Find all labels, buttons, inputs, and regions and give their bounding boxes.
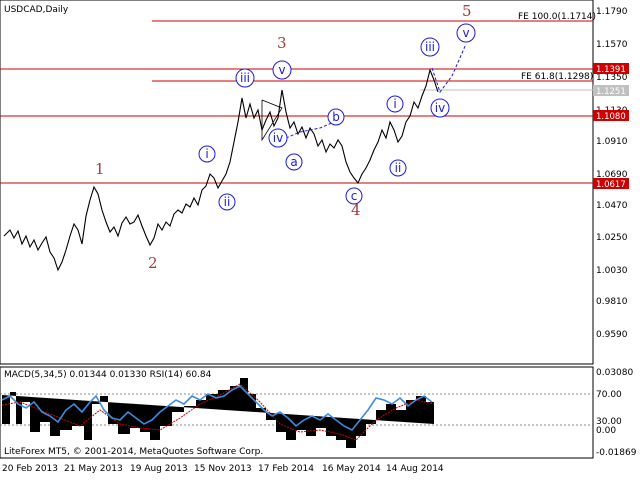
fe100-label: FE 100.0(1.1714)	[518, 12, 596, 22]
wave-minor-c-circle	[345, 187, 363, 205]
wave-minor-i-circle	[198, 145, 216, 163]
indicator-tick: 0.03080	[596, 368, 633, 378]
price-tick: 1.1570	[596, 40, 628, 50]
wave-major-1: 1	[95, 160, 105, 178]
wave-minor-b-circle	[327, 108, 345, 126]
badge-2-bg	[593, 85, 629, 96]
wave-minor-i2: i	[393, 97, 396, 111]
price-tick: 1.0470	[596, 201, 628, 211]
indicator-panel-frame	[0, 366, 594, 459]
price-tick: 1.1350	[596, 73, 628, 83]
wave-minor-labels: i ii iii iv v a b c i ii iii iv v	[198, 23, 476, 211]
time-tick: 16 May 2014	[322, 464, 381, 474]
badge-4-bg	[593, 178, 629, 189]
main-panel-frame	[0, 0, 594, 365]
projection-iv-v	[431, 43, 467, 94]
wave-minor-ii: ii	[224, 195, 231, 209]
footer-copyright: LiteForex MT5, © 2001-2014, MetaQuotes S…	[4, 447, 263, 457]
wave-major-4: 4	[351, 201, 361, 219]
wave-minor-iii2-circle	[420, 37, 440, 57]
wave-minor-iii-circle	[235, 68, 255, 88]
rsi-line	[1, 385, 433, 432]
price-tick: 1.0910	[596, 137, 628, 147]
time-tick: 21 May 2013	[64, 464, 123, 474]
time-tick: 14 Aug 2014	[386, 464, 444, 474]
wave-minor-iv-circle	[268, 128, 288, 148]
time-tick: 19 Aug 2013	[130, 464, 188, 474]
time-tick: 20 Feb 2013	[2, 464, 58, 474]
badge-3: 1.1080	[596, 112, 626, 122]
badge-4: 1.0617	[596, 180, 626, 190]
time-axis: 20 Feb 2013 21 May 2013 19 Aug 2013 15 N…	[2, 464, 444, 474]
wave-minor-v2: v	[462, 26, 469, 40]
wave-minor-iv2-circle	[430, 98, 450, 118]
wave-minor-iii2: iii	[425, 40, 435, 54]
wave-minor-i2-circle	[386, 95, 404, 113]
wave-minor-i: i	[205, 147, 208, 161]
macd-histogram	[2, 378, 434, 448]
price-series	[3, 68, 439, 272]
wave-minor-v: v	[278, 63, 285, 77]
wave-minor-c: c	[351, 189, 358, 203]
wave-minor-ii-circle	[218, 193, 236, 211]
indicator-tick: 0.00	[596, 426, 616, 436]
wave-minor-v2-circle	[456, 23, 476, 43]
badge-2: 1.1251	[596, 87, 626, 97]
indicator-label: MACD(5,34,5) 0.01344 0.01330 RSI(14) 60.…	[4, 370, 212, 380]
price-tick: 1.0250	[596, 233, 628, 243]
price-tick: 0.9810	[596, 297, 628, 307]
wave-minor-iv2: iv	[435, 101, 445, 115]
wave-minor-a-circle	[285, 153, 303, 171]
macd-signal	[1, 383, 435, 441]
wave-minor-ii2: ii	[395, 161, 402, 175]
time-tick: 15 Nov 2013	[194, 464, 252, 474]
projection-ab	[285, 121, 335, 139]
price-tick: 0.9590	[596, 330, 628, 340]
price-axis: 1.1790 1.1570 1.1350 1.1130 1.0910 1.069…	[596, 7, 628, 340]
triangle-pattern	[261, 99, 283, 142]
chart-title: USDCAD,Daily	[4, 5, 69, 15]
wave-minor-iii: iii	[240, 71, 250, 85]
wave-major-3: 3	[277, 34, 287, 52]
badge-1-bg	[593, 63, 629, 74]
wave-minor-b: b	[332, 110, 340, 124]
wave-minor-ii2-circle	[389, 159, 407, 177]
price-tick: 1.0690	[596, 170, 628, 180]
indicator-tick: 70.00	[596, 390, 622, 400]
wave-major-5: 5	[462, 2, 472, 20]
fe618-label: FE 61.8(1.1298)	[521, 72, 593, 82]
wave-minor-v-circle	[272, 60, 292, 80]
indicator-tick: 30.00	[596, 417, 622, 427]
badge-1: 1.1391	[596, 65, 626, 75]
wave-major-2: 2	[148, 254, 158, 272]
time-tick: 17 Feb 2014	[258, 464, 314, 474]
indicator-tick: -0.01869	[596, 448, 637, 458]
price-tick: 1.1790	[596, 7, 628, 17]
wave-minor-a: a	[290, 155, 297, 169]
price-tick: 1.0030	[596, 266, 628, 276]
badge-3-bg	[593, 110, 629, 121]
wave-minor-iv: iv	[273, 131, 283, 145]
